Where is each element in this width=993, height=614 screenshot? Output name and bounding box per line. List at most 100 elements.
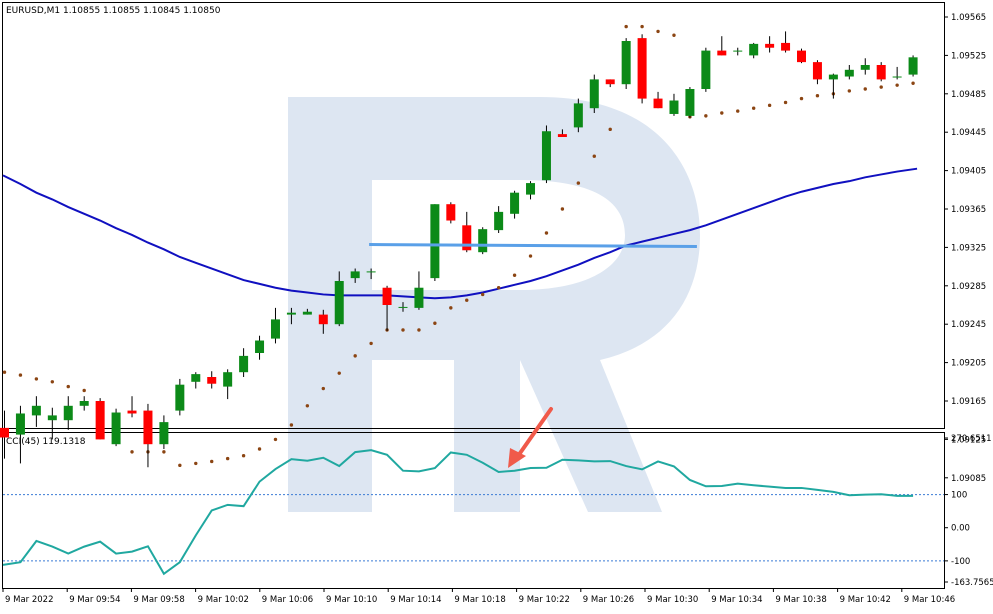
price-tick-label: 1.09525 [951, 51, 986, 61]
sar-dot [783, 100, 788, 105]
candle-body [557, 134, 567, 137]
candle [430, 204, 440, 281]
sar-dot [496, 286, 501, 290]
price-tick-label: 1.09405 [951, 167, 986, 177]
watermark-stem [288, 97, 372, 512]
sar-dot [34, 377, 39, 381]
sar-dot [353, 354, 357, 358]
candle-body [15, 413, 25, 435]
cci-line-layer [2, 449, 914, 576]
candle-body [143, 410, 153, 445]
candle [47, 407, 57, 440]
sar-dot [847, 89, 852, 93]
candle-body [876, 65, 886, 80]
time-tick-label: 9 Mar 10:34 [711, 595, 762, 605]
price-tick-label: 1.09285 [951, 282, 986, 292]
candle [526, 181, 536, 200]
candle-body [239, 355, 249, 373]
candle-body [334, 281, 344, 325]
sar-dot [656, 29, 660, 34]
candle-body [430, 204, 440, 279]
candle-body [350, 271, 360, 279]
sar-dot [337, 371, 341, 375]
annotation-arrow-head [508, 448, 526, 468]
candle [844, 65, 854, 80]
chart-header-title: EURUSD,M1 1.10855 1.10855 1.10845 1.1085… [6, 6, 221, 16]
candle [95, 398, 105, 440]
candle [159, 415, 169, 449]
price-tick-label: 1.09125 [951, 435, 986, 445]
candle [350, 268, 360, 283]
time-tick-label: 9 Mar 09:58 [133, 595, 184, 605]
support-line-layer [369, 243, 697, 249]
sar-dot [417, 328, 421, 332]
sar-dot [130, 450, 134, 454]
candle [414, 271, 424, 310]
sar-dot [225, 456, 230, 461]
price-tick-label: 1.09165 [951, 397, 986, 407]
candle-body [908, 57, 918, 75]
cci-line [2, 449, 914, 576]
price-tick-label: 1.09485 [951, 90, 986, 100]
candle [892, 66, 902, 80]
sar-dot [162, 450, 166, 454]
time-tick-label: 9 Mar 10:38 [775, 595, 826, 605]
sar-dot [305, 404, 310, 408]
main-panel-frame [2, 2, 945, 429]
candle-body [462, 225, 472, 251]
time-tick-label: 9 Mar 10:30 [647, 595, 698, 605]
candle [446, 202, 456, 224]
candle [398, 302, 408, 312]
sar-dot [18, 373, 23, 377]
candle [366, 268, 376, 280]
candle [382, 285, 392, 331]
cci-tick-label: 0.00 [951, 524, 970, 534]
sar-dot [592, 154, 596, 158]
candle-body [797, 50, 806, 63]
sar-dot [576, 181, 581, 185]
candle-body [844, 69, 854, 77]
parabolic-sar-layer [2, 24, 915, 468]
candle-body [812, 62, 822, 80]
candle [270, 307, 280, 344]
candle [302, 308, 312, 315]
candle-body [494, 211, 504, 231]
price-tick-label: 1.09325 [951, 243, 986, 253]
time-x-axis: 9 Mar 2022 9 Mar 09:54 9 Mar 09:58 9 Mar 10… [2, 588, 955, 605]
candle-body [621, 41, 631, 85]
candle-body [223, 372, 233, 387]
sar-dot [433, 321, 437, 325]
time-tick-label: 9 Mar 2022 [5, 595, 53, 605]
candle-body [860, 65, 870, 70]
candle [781, 31, 791, 53]
time-tick-label: 9 Mar 09:54 [69, 595, 120, 605]
moving-average-line [2, 167, 918, 300]
candle [797, 48, 806, 64]
candle-body [31, 405, 41, 416]
candle-body [573, 103, 583, 128]
candle-body [637, 38, 647, 99]
candle [812, 60, 822, 85]
watermark-stem-2 [454, 360, 520, 512]
candle [828, 73, 838, 99]
candle [510, 190, 520, 219]
sar-dot [321, 386, 325, 391]
cci-panel-frame [2, 432, 945, 589]
candle-body [589, 79, 599, 109]
candles-layer [0, 31, 918, 468]
candle-body [207, 377, 217, 384]
candle-body [605, 79, 615, 85]
sar-dot [720, 111, 724, 115]
sar-dot [465, 298, 469, 302]
candle [478, 227, 488, 255]
sar-dot [736, 109, 740, 113]
sar-dot [640, 24, 644, 29]
candle-body [414, 287, 424, 308]
candle [207, 371, 217, 389]
sar-dot [799, 96, 804, 101]
candle-body [175, 384, 185, 411]
price-tick-label: 1.09565 [951, 13, 986, 23]
candle-body [765, 43, 775, 48]
